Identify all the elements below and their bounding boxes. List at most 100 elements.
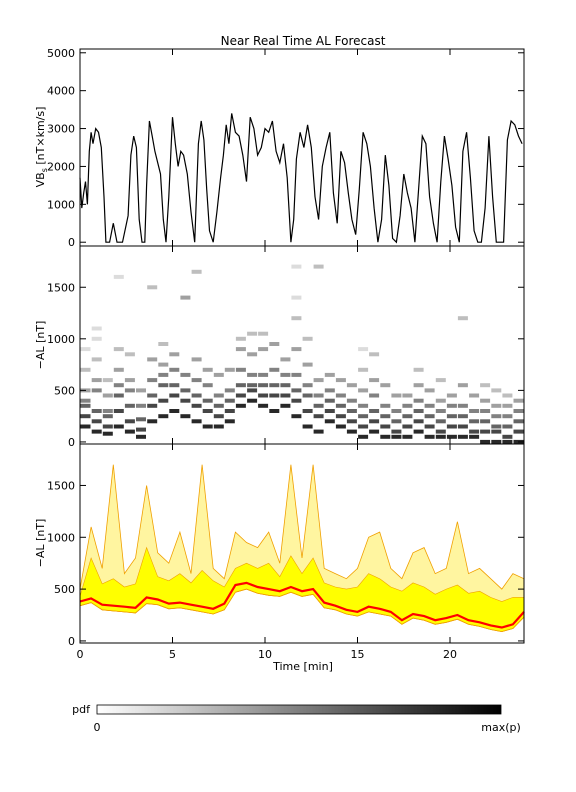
pdf-cell [335, 378, 346, 383]
pdf-cell [502, 403, 513, 408]
pdf-cell [180, 398, 191, 403]
pdf-cell [180, 295, 191, 300]
pdf-cell [424, 434, 435, 439]
pdf-cell [258, 403, 269, 408]
pdf-cell [391, 429, 402, 434]
pdf-cell [391, 393, 402, 398]
pdf-cell [269, 409, 280, 413]
pdf-cell [358, 388, 369, 393]
pdf-cell [358, 347, 369, 352]
pdf-cell [213, 403, 224, 408]
pdf-cell [346, 419, 357, 424]
figure-title: Near Real Time AL Forecast [221, 34, 386, 48]
pdf-cell [235, 393, 246, 398]
pdf-cell [191, 403, 202, 408]
pdf-cell [158, 372, 169, 377]
pdf-cell [258, 393, 269, 398]
forecast-bands [79, 464, 525, 633]
y-tick-label: 500 [54, 583, 75, 596]
pdf-cell [280, 357, 291, 362]
pdf-cell [502, 424, 513, 429]
pdf-cell [358, 414, 369, 419]
y-tick-label: 4000 [47, 85, 75, 98]
pdf-cell [335, 424, 346, 429]
pdf-cell [491, 424, 502, 429]
pdf-cell [369, 378, 380, 383]
pdf-cell [136, 434, 146, 439]
pdf-cell [247, 372, 258, 377]
pdf-cell [291, 316, 302, 321]
pdf-cell [313, 264, 324, 269]
y-tick-label: 1000 [47, 198, 75, 211]
forecast-plot-frame [79, 443, 525, 644]
forecast-x-axis-label: Time [min] [272, 660, 333, 673]
pdf-cell [335, 403, 346, 408]
pdf-cell [80, 403, 91, 408]
pdf-cell [124, 419, 135, 424]
pdf-cell [502, 439, 513, 444]
pdf-cell [136, 427, 146, 432]
pdf-cell [435, 398, 446, 403]
pdf-cell [235, 336, 246, 341]
pdf-cell [147, 378, 158, 383]
pdf-cell [224, 398, 235, 403]
y-tick-label: 0 [68, 436, 75, 449]
pdf-cell [346, 398, 357, 403]
x-tick-label: 5 [169, 648, 176, 661]
pdf-cell [480, 429, 491, 434]
pdf-cell [291, 347, 302, 352]
pdf-cell [158, 414, 169, 419]
pdf-cell [91, 336, 102, 341]
lower-envelope-line [79, 588, 525, 633]
pdf-cell [324, 398, 335, 403]
pdf-cell [358, 403, 369, 408]
x-tick-label: 0 [77, 648, 84, 661]
y-tick-label: 5000 [47, 47, 75, 60]
pdf-cell [469, 419, 480, 424]
pdf-cell [213, 372, 224, 377]
colorbar-label: pdf [72, 703, 91, 716]
pdf-cell [80, 367, 91, 372]
pdf-cell [369, 352, 380, 357]
pdf-cell [147, 393, 158, 398]
pdf-cell [402, 403, 413, 408]
pdf-cell [247, 352, 258, 357]
pdf-cell [124, 403, 135, 408]
pdf-cell [102, 414, 113, 419]
pdf-x-axis [79, 246, 451, 444]
pdf-cell [235, 403, 246, 408]
pdf-cell [291, 398, 302, 403]
forecast-y-axis-label: −AL [nT] [34, 519, 47, 568]
pdf-cell [324, 409, 335, 413]
pdf-cell [313, 393, 324, 398]
pdf-cell [469, 429, 480, 434]
pdf-cell [91, 409, 102, 413]
pdf-cell [291, 388, 302, 393]
pdf-cell [424, 424, 435, 429]
pdf-cell [191, 378, 202, 383]
vbs-y-axis-label: VBs [nT×km/s] [34, 107, 49, 188]
pdf-cell [158, 398, 169, 403]
pdf-cell [235, 383, 246, 388]
pdf-cell [80, 398, 91, 403]
pdf-cell [213, 393, 224, 398]
pdf-cell [269, 393, 280, 398]
pdf-cell [147, 285, 158, 290]
pdf-cell [391, 419, 402, 424]
pdf-colorbar: pdf 0 max(p) [72, 703, 521, 734]
pdf-cell [113, 383, 124, 388]
pdf-cell [446, 393, 457, 398]
median-line [79, 581, 525, 629]
pdf-cell [424, 414, 435, 419]
pdf-cell [291, 264, 302, 269]
pdf-cell [469, 409, 480, 413]
vbs-y-label-rest: [nT×km/s] [34, 107, 47, 169]
pdf-cell [446, 414, 457, 419]
pdf-cell [124, 429, 135, 434]
pdf-cell [180, 372, 191, 377]
pdf-cell [380, 403, 391, 408]
forecast-panel: 0 500 1000 1500 0 5 10 15 20 −AL [nT] Time [min… [34, 443, 525, 673]
pdf-cell [413, 409, 424, 413]
pdf-cell [346, 429, 357, 434]
pdf-cell [113, 424, 124, 429]
